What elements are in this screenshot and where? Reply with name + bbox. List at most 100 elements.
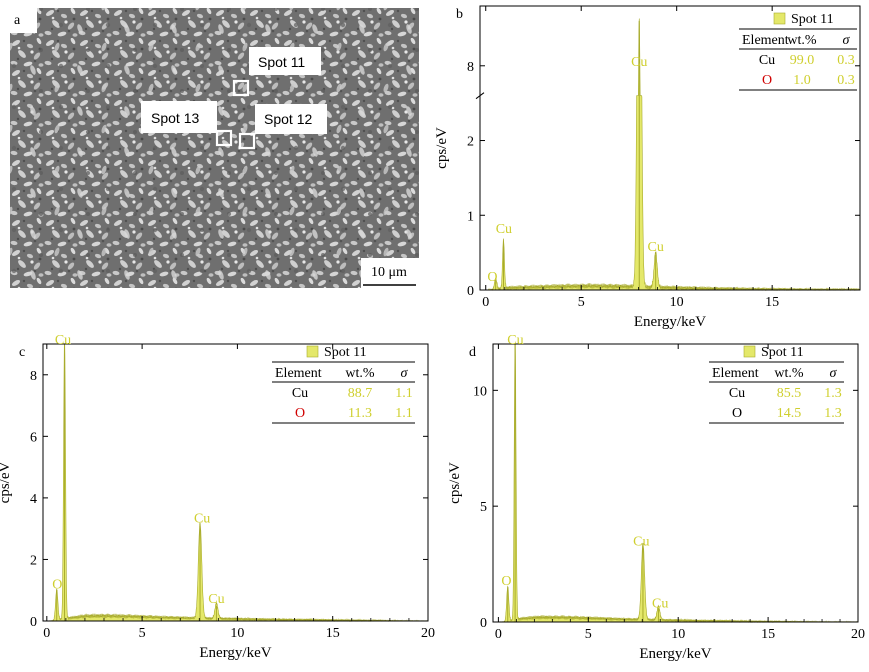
table-wt: 85.5 — [777, 386, 802, 401]
legend-swatch — [743, 345, 756, 358]
table-header: wt.% — [787, 33, 817, 48]
x-tick-label: 0 — [482, 295, 489, 310]
spot-13-label-bg — [141, 101, 217, 133]
x-tick-label: 5 — [139, 626, 146, 641]
table-element: Cu — [729, 386, 745, 401]
x-tick-label: 15 — [761, 627, 775, 642]
table-wt: 11.3 — [348, 406, 372, 421]
legend-swatch — [773, 12, 786, 25]
table-element: Cu — [759, 53, 775, 68]
x-tick-label: 15 — [326, 626, 340, 641]
spot-12-label: Spot 12 — [264, 111, 312, 127]
table-sigma: 0.3 — [837, 53, 855, 68]
x-axis-label: Energy/keV — [199, 645, 271, 661]
y-tick-label: 2 — [30, 553, 37, 568]
panel-letter: c — [19, 345, 25, 360]
x-tick-label: 15 — [765, 295, 779, 310]
table-sigma: 1.3 — [824, 406, 842, 421]
spectrum-series — [500, 343, 859, 624]
y-tick-label: 2 — [467, 135, 474, 150]
spectrum-series — [488, 18, 861, 292]
x-tick-label: 0 — [43, 626, 50, 641]
table-element: O — [732, 406, 742, 421]
panel-letter: d — [469, 345, 476, 360]
y-tick-label: 0 — [467, 284, 474, 299]
table-sigma: 1.3 — [824, 386, 842, 401]
x-tick-label: 0 — [495, 627, 502, 642]
panel-letter-bg — [10, 8, 37, 33]
legend-label: Spot 11 — [761, 345, 804, 360]
table-header: σ — [843, 33, 851, 48]
eds-panel-b: 0 5 10 15 0 1 2 8 Energy/keV cps/eV b O Cu Cu Cu Spot 1… — [434, 5, 861, 330]
table-wt: 99.0 — [790, 53, 815, 68]
peak-label: Cu — [194, 512, 210, 527]
table-element: Cu — [292, 386, 308, 401]
table-wt: 1.0 — [793, 73, 811, 88]
spectrum-series — [49, 343, 429, 623]
axis-break — [475, 92, 485, 100]
table-sigma: 1.1 — [395, 406, 413, 421]
eds-panel-d: 0 5 10 15 20 0 5 10 Energy/keV cps/eV d O Cu Cu Cu Spot… — [447, 334, 865, 662]
y-tick-label: 8 — [467, 60, 474, 75]
y-axis-label: cps/eV — [0, 462, 13, 504]
peak-label: Cu — [631, 55, 647, 70]
peak-label: Cu — [652, 597, 668, 612]
legend-label: Spot 11 — [324, 345, 367, 360]
table-header: σ — [401, 366, 409, 381]
x-tick-label: 5 — [578, 295, 585, 310]
y-tick-label: 0 — [30, 615, 37, 630]
plot-frame — [42, 343, 429, 622]
y-axis-label: cps/eV — [447, 462, 463, 504]
legend-swatch — [306, 345, 319, 358]
plot-frame — [479, 5, 861, 291]
panel-letter: a — [14, 13, 21, 28]
table-header: Element — [712, 366, 759, 381]
table-header: Element — [742, 33, 789, 48]
table-header: σ — [830, 366, 838, 381]
spot-11-label-bg — [249, 47, 321, 75]
x-axis-label: Energy/keV — [639, 646, 711, 662]
legend-label: Spot 11 — [791, 12, 834, 27]
peak-label: Cu — [648, 240, 664, 255]
table-header: wt.% — [345, 366, 375, 381]
spot-11-marker[interactable] — [238, 132, 256, 150]
y-tick-label: 1 — [467, 209, 474, 224]
y-tick-label: 4 — [30, 492, 37, 507]
spot-13-label: Spot 13 — [151, 110, 199, 126]
scale-bar-bg — [361, 258, 419, 288]
peak-label: O — [487, 270, 497, 285]
spot-11-label: Spot 11 — [258, 54, 305, 70]
table-header: wt.% — [774, 366, 804, 381]
table-wt: 14.5 — [777, 406, 802, 421]
table-element: O — [762, 73, 772, 88]
peak-label: Cu — [507, 334, 523, 348]
peak-label: O — [52, 578, 62, 593]
y-tick-label: 10 — [473, 384, 487, 399]
scale-bar-label: 10 μm — [371, 265, 407, 280]
y-tick-label: 6 — [30, 430, 37, 445]
table-wt: 88.7 — [348, 386, 373, 401]
table-element: O — [295, 406, 305, 421]
x-tick-label: 10 — [670, 295, 684, 310]
spot-13-marker[interactable] — [215, 129, 233, 147]
peak-label: O — [501, 574, 511, 589]
plot-frame — [492, 343, 859, 623]
y-tick-label: 8 — [30, 369, 37, 384]
panel-letter: b — [456, 7, 463, 22]
sem-texture-overlay — [10, 8, 419, 288]
table-header: Element — [275, 366, 322, 381]
spot-12-marker[interactable] — [232, 79, 250, 97]
spot-12-label-bg — [255, 104, 327, 134]
x-tick-label: 5 — [585, 627, 592, 642]
y-tick-label: 0 — [480, 616, 487, 631]
eds-panel-c: 0 5 10 15 20 0 2 4 6 8 Energy/keV cps/eV c O Cu Cu Cu Spo… — [0, 334, 435, 661]
peak-label: Cu — [496, 222, 512, 237]
peak-label: Cu — [208, 592, 224, 607]
x-tick-label: 20 — [421, 626, 435, 641]
x-tick-label: 10 — [671, 627, 685, 642]
x-tick-label: 20 — [851, 627, 865, 642]
sem-micrograph: a Spot 11 Spot 13 Spot 12 10 μm — [10, 8, 419, 288]
y-axis-label: cps/eV — [434, 127, 450, 169]
x-axis-label: Energy/keV — [634, 314, 706, 330]
table-sigma: 0.3 — [837, 73, 855, 88]
